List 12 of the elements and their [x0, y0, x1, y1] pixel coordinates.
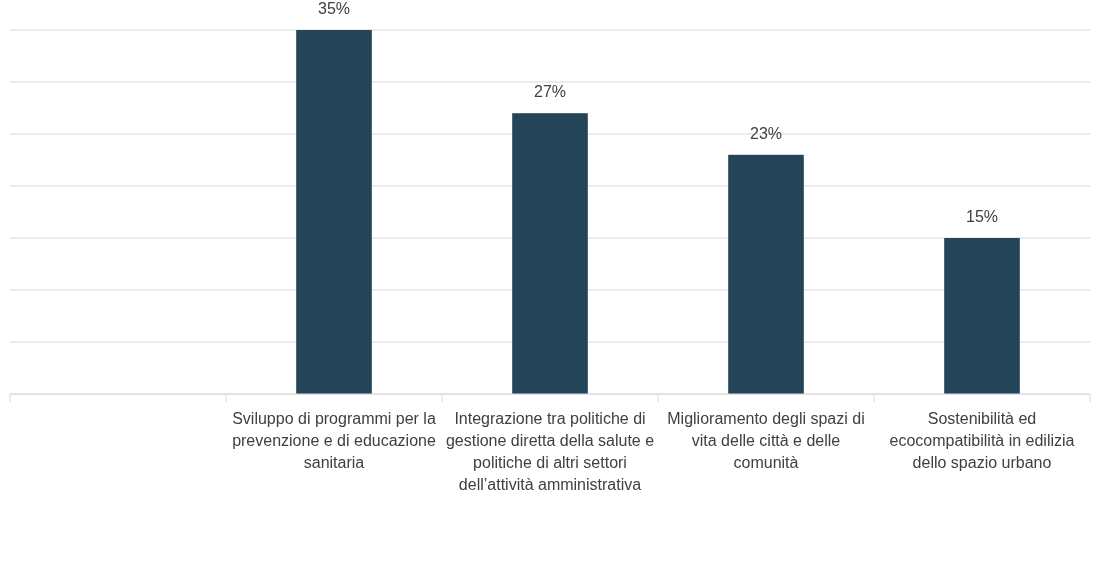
x-tick-label: Miglioramento degli spazi di vita delle città e delle comunità — [667, 410, 865, 471]
bar — [728, 154, 804, 394]
data-label: 35% — [317, 0, 351, 17]
data-label: 15% — [965, 208, 999, 225]
data-label: 27% — [533, 83, 567, 101]
x-tick-label: Integrazione tra politiche di gestione diretta della salute e politiche di altri settori dell’attività amministrativa — [445, 410, 655, 493]
bar — [944, 238, 1020, 394]
bar — [512, 113, 588, 394]
x-tick-label: Sostenibilità ed ecocompatibilità in edilizia dello spazio urbano — [889, 410, 1075, 471]
data-label: 23% — [749, 124, 783, 142]
x-tick-label: Sviluppo di programmi per la prevenzione e di educazione sanitaria — [232, 410, 436, 471]
bar — [296, 30, 372, 394]
